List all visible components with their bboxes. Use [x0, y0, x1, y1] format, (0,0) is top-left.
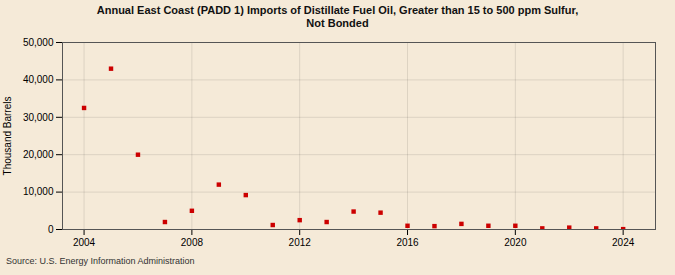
- svg-text:2016: 2016: [396, 237, 419, 248]
- svg-text:0: 0: [48, 224, 54, 235]
- svg-text:2024: 2024: [612, 237, 635, 248]
- svg-text:2008: 2008: [181, 237, 204, 248]
- svg-text:40,000: 40,000: [23, 74, 54, 85]
- svg-text:2004: 2004: [73, 237, 96, 248]
- svg-text:50,000: 50,000: [23, 37, 54, 48]
- svg-text:30,000: 30,000: [23, 112, 54, 123]
- svg-text:10,000: 10,000: [23, 186, 54, 197]
- html-text:Source: U.S. Energy Informatio: Source: U.S. Energy Information Administ…: [6, 256, 195, 266]
- svg-text:2020: 2020: [504, 237, 527, 248]
- svg-text:2012: 2012: [289, 237, 312, 248]
- svg-text:Thousand Barrels: Thousand Barrels: [2, 97, 13, 176]
- svg-text:20,000: 20,000: [23, 149, 54, 160]
- html-text:Annual East Coast (PADD 1) Imp: Annual East Coast (PADD 1) Imports of Di…: [96, 4, 579, 29]
